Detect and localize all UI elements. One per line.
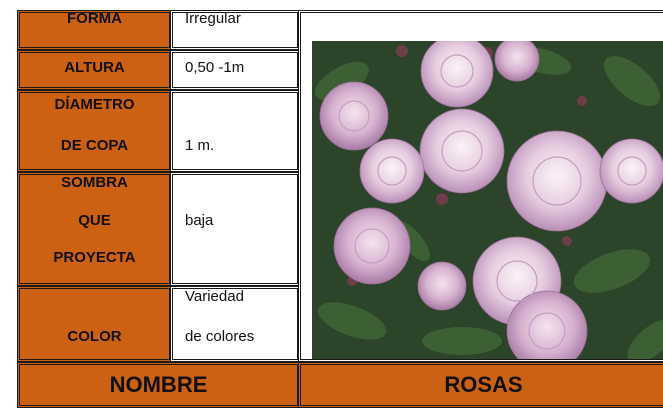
footer-name-cell: ROSAS: [298, 362, 663, 408]
footer-label-cell: NOMBRE: [17, 362, 300, 408]
row-label: DE COPA: [60, 137, 129, 154]
value-cell: baja: [170, 172, 300, 286]
row-label: COLOR: [67, 328, 122, 345]
row-label: DÍAMETRO: [54, 96, 135, 113]
row-value: de colores: [185, 328, 255, 345]
value-cell: Variedad de colores: [170, 286, 300, 362]
rose-photo: [312, 41, 663, 359]
image-cell: [298, 10, 663, 362]
label-cell: SOMBRA QUE PROYECTA: [17, 172, 172, 286]
row-value: 0,50 -1m: [185, 59, 245, 76]
row-label: ALTURA: [64, 59, 125, 76]
label-cell: COLOR: [17, 286, 172, 362]
label-cell: FORMA: [17, 10, 172, 50]
row-label: QUE: [78, 212, 111, 229]
row-value: 1 m.: [185, 137, 215, 154]
row-value: Irregular: [185, 10, 241, 27]
row-label: SOMBRA: [61, 174, 128, 191]
footer-name: ROSAS: [444, 372, 523, 397]
row-label: PROYECTA: [53, 249, 136, 266]
label-cell: ALTURA: [17, 50, 172, 90]
label-cell: DÍAMETRO DE COPA: [17, 90, 172, 172]
row-value: Variedad: [185, 288, 244, 305]
row-value: baja: [185, 212, 214, 229]
value-cell: 1 m.: [170, 90, 300, 172]
footer-label: NOMBRE: [109, 372, 208, 397]
value-cell: Irregular: [170, 10, 300, 50]
value-cell: 0,50 -1m: [170, 50, 300, 90]
row-label: FORMA: [67, 10, 122, 27]
